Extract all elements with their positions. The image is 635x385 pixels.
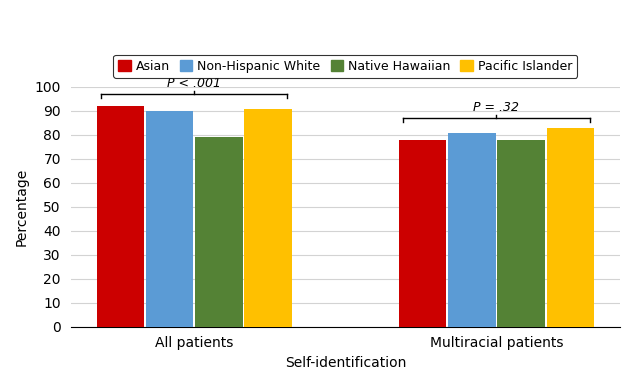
Bar: [547, 128, 594, 327]
Legend: Asian, Non-Hispanic White, Native Hawaiian, Pacific Islander: Asian, Non-Hispanic White, Native Hawaii…: [113, 55, 577, 78]
Bar: [399, 140, 446, 327]
Bar: [448, 132, 496, 327]
Bar: [97, 106, 144, 327]
Y-axis label: Percentage: Percentage: [15, 168, 29, 246]
Text: P < .001: P < .001: [167, 77, 221, 90]
Text: P = .32: P = .32: [474, 101, 519, 114]
Bar: [244, 109, 291, 327]
X-axis label: Self-identification: Self-identification: [284, 356, 406, 370]
Bar: [497, 140, 545, 327]
Bar: [146, 111, 193, 327]
Bar: [195, 137, 243, 327]
